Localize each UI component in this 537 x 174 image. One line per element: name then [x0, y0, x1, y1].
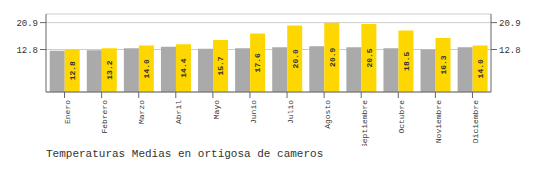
svg-text:12.8: 12.8 — [16, 46, 38, 56]
svg-text:18.5: 18.5 — [402, 51, 411, 70]
svg-text:20.5: 20.5 — [365, 48, 374, 67]
svg-text:Marzo: Marzo — [137, 100, 146, 124]
svg-text:20.9: 20.9 — [328, 48, 337, 67]
svg-text:Agosto: Agosto — [323, 100, 332, 129]
svg-text:Julio: Julio — [286, 100, 295, 124]
svg-text:13.2: 13.2 — [105, 60, 114, 79]
svg-text:20.9: 20.9 — [16, 19, 38, 29]
svg-text:16.3: 16.3 — [439, 55, 448, 74]
svg-text:Diciembre: Diciembre — [471, 100, 480, 143]
svg-text:14.0: 14.0 — [142, 59, 151, 78]
svg-text:Octubre: Octubre — [397, 100, 406, 134]
svg-text:17.6: 17.6 — [253, 53, 262, 72]
svg-text:Noviembre: Noviembre — [434, 100, 443, 143]
svg-text:14.0: 14.0 — [476, 59, 485, 78]
svg-text:12.8: 12.8 — [68, 61, 77, 80]
svg-text:Abril: Abril — [174, 100, 183, 124]
svg-text:Septiembre: Septiembre — [360, 100, 369, 146]
html-text:Temperaturas Medias en ortigos: Temperaturas Medias en ortigosa de camer… — [46, 148, 324, 160]
svg-text:20.9: 20.9 — [499, 19, 521, 29]
svg-text:12.8: 12.8 — [499, 46, 521, 56]
svg-text:Junio: Junio — [249, 100, 258, 124]
svg-text:15.7: 15.7 — [216, 56, 225, 75]
svg-text:Mayo: Mayo — [212, 100, 221, 119]
svg-text:20.0: 20.0 — [291, 49, 300, 68]
svg-text:Enero: Enero — [63, 100, 72, 124]
svg-text:Febrero: Febrero — [100, 100, 109, 134]
svg-text:14.4: 14.4 — [179, 58, 188, 77]
